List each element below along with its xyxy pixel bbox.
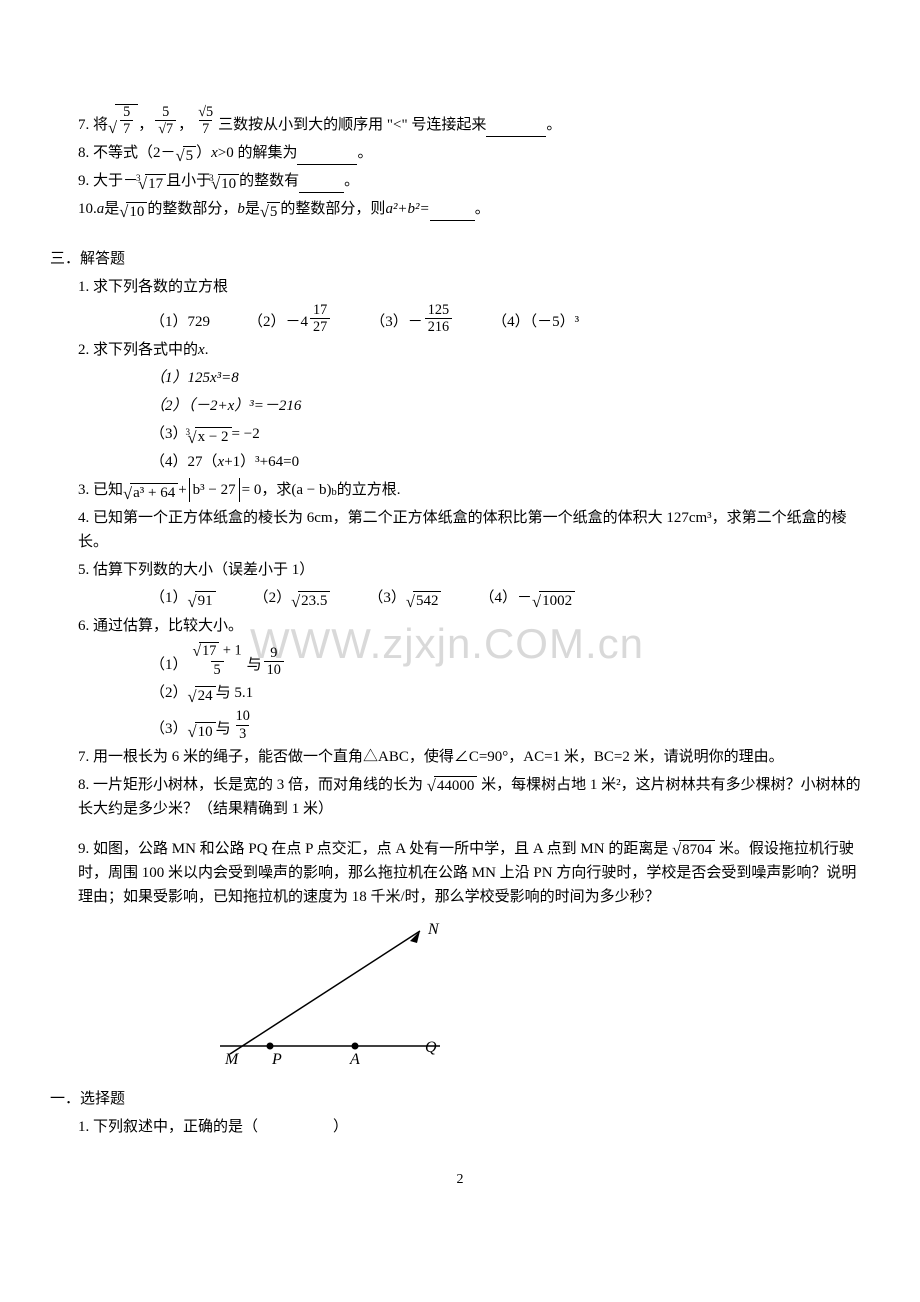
svg-text:M: M bbox=[224, 1051, 240, 1068]
road-diagram: N M P A Q bbox=[210, 919, 870, 1077]
problem-8: 8. 一片矩形小树林，长是宽的 3 倍，而对角线的长为 √44000 米，每棵树… bbox=[50, 773, 870, 821]
problem-2-item-1: （1）125x³=8 bbox=[50, 366, 870, 390]
problem-1-title: 1. 求下列各数的立方根 bbox=[50, 275, 870, 299]
problem-5-items: （1） √91 （2） √23.5 （3） √542 （4）－ √1002 bbox=[50, 586, 870, 610]
question-9: 9. 大于－ 3√17 且小于 3√10 的整数有 。 bbox=[50, 169, 870, 193]
problem-6-item-1: （1） √17 + 1 5 与 910 bbox=[50, 642, 870, 677]
problem-7: 7. 用一根长为 6 米的绳子，能否做一个直角△ABC，使得∠C=90°，AC=… bbox=[50, 745, 870, 769]
problem-2-title: 2. 求下列各式中的 x. bbox=[50, 338, 870, 362]
svg-text:P: P bbox=[271, 1051, 282, 1068]
problem-2-item-4: （4）27（x+1）³+64=0 bbox=[50, 450, 870, 474]
problem-1-items: （1）729 （2）－4 1727 （3）－ 125216 （4）（－5）³ bbox=[50, 303, 870, 335]
section-3-heading: 三．解答题 bbox=[50, 247, 870, 271]
question-7: 7. 将 √ 57 ， 5 √7 ， √5 7 三数按从小到大的顺序用 "<" … bbox=[50, 104, 870, 137]
question-1b: 1. 下列叙述中，正确的是（ ） bbox=[50, 1115, 870, 1139]
problem-6-item-3: （3） √10 与 103 bbox=[50, 709, 870, 741]
blank bbox=[486, 121, 546, 137]
problem-3: 3. 已知 √a³ + 64 + b³ − 27 = 0，求 (a − b)b … bbox=[50, 478, 870, 502]
problem-9: 9. 如图，公路 MN 和公路 PQ 在点 P 点交汇，点 A 处有一所中学，且… bbox=[50, 837, 870, 909]
page-number: 2 bbox=[50, 1169, 870, 1191]
problem-2-item-2: （2）（－2+x）³=－216 bbox=[50, 394, 870, 418]
q7-term2: 5 √7 bbox=[155, 105, 176, 137]
section-1b-heading: 一．选择题 bbox=[50, 1087, 870, 1111]
problem-6-title: 6. 通过估算，比较大小。 bbox=[50, 614, 870, 638]
svg-text:N: N bbox=[427, 921, 440, 938]
q7-term1: √ 57 bbox=[108, 104, 138, 137]
q7-term3: √5 7 bbox=[195, 105, 216, 137]
q7-prefix: 7. 将 bbox=[78, 113, 108, 137]
problem-2-item-3: （3） 3√x − 2 = −2 bbox=[50, 422, 870, 446]
question-8: 8. 不等式（2－ √5 ） x >0 的解集为 。 bbox=[50, 141, 870, 165]
svg-text:A: A bbox=[349, 1051, 360, 1068]
problem-6-item-2: （2） √24 与 5.1 bbox=[50, 681, 870, 705]
blank bbox=[299, 177, 344, 193]
blank bbox=[297, 149, 357, 165]
problem-4: 4. 已知第一个正方体纸盒的棱长为 6cm，第二个正方体纸盒的体积比第一个纸盒的… bbox=[50, 506, 870, 554]
blank bbox=[430, 205, 475, 221]
svg-text:Q: Q bbox=[425, 1039, 437, 1056]
problem-5-title: 5. 估算下列数的大小（误差小于 1） bbox=[50, 558, 870, 582]
question-10: 10. a 是 √10 的整数部分， b 是 √5 的整数部分，则 a²+b²=… bbox=[50, 197, 870, 221]
